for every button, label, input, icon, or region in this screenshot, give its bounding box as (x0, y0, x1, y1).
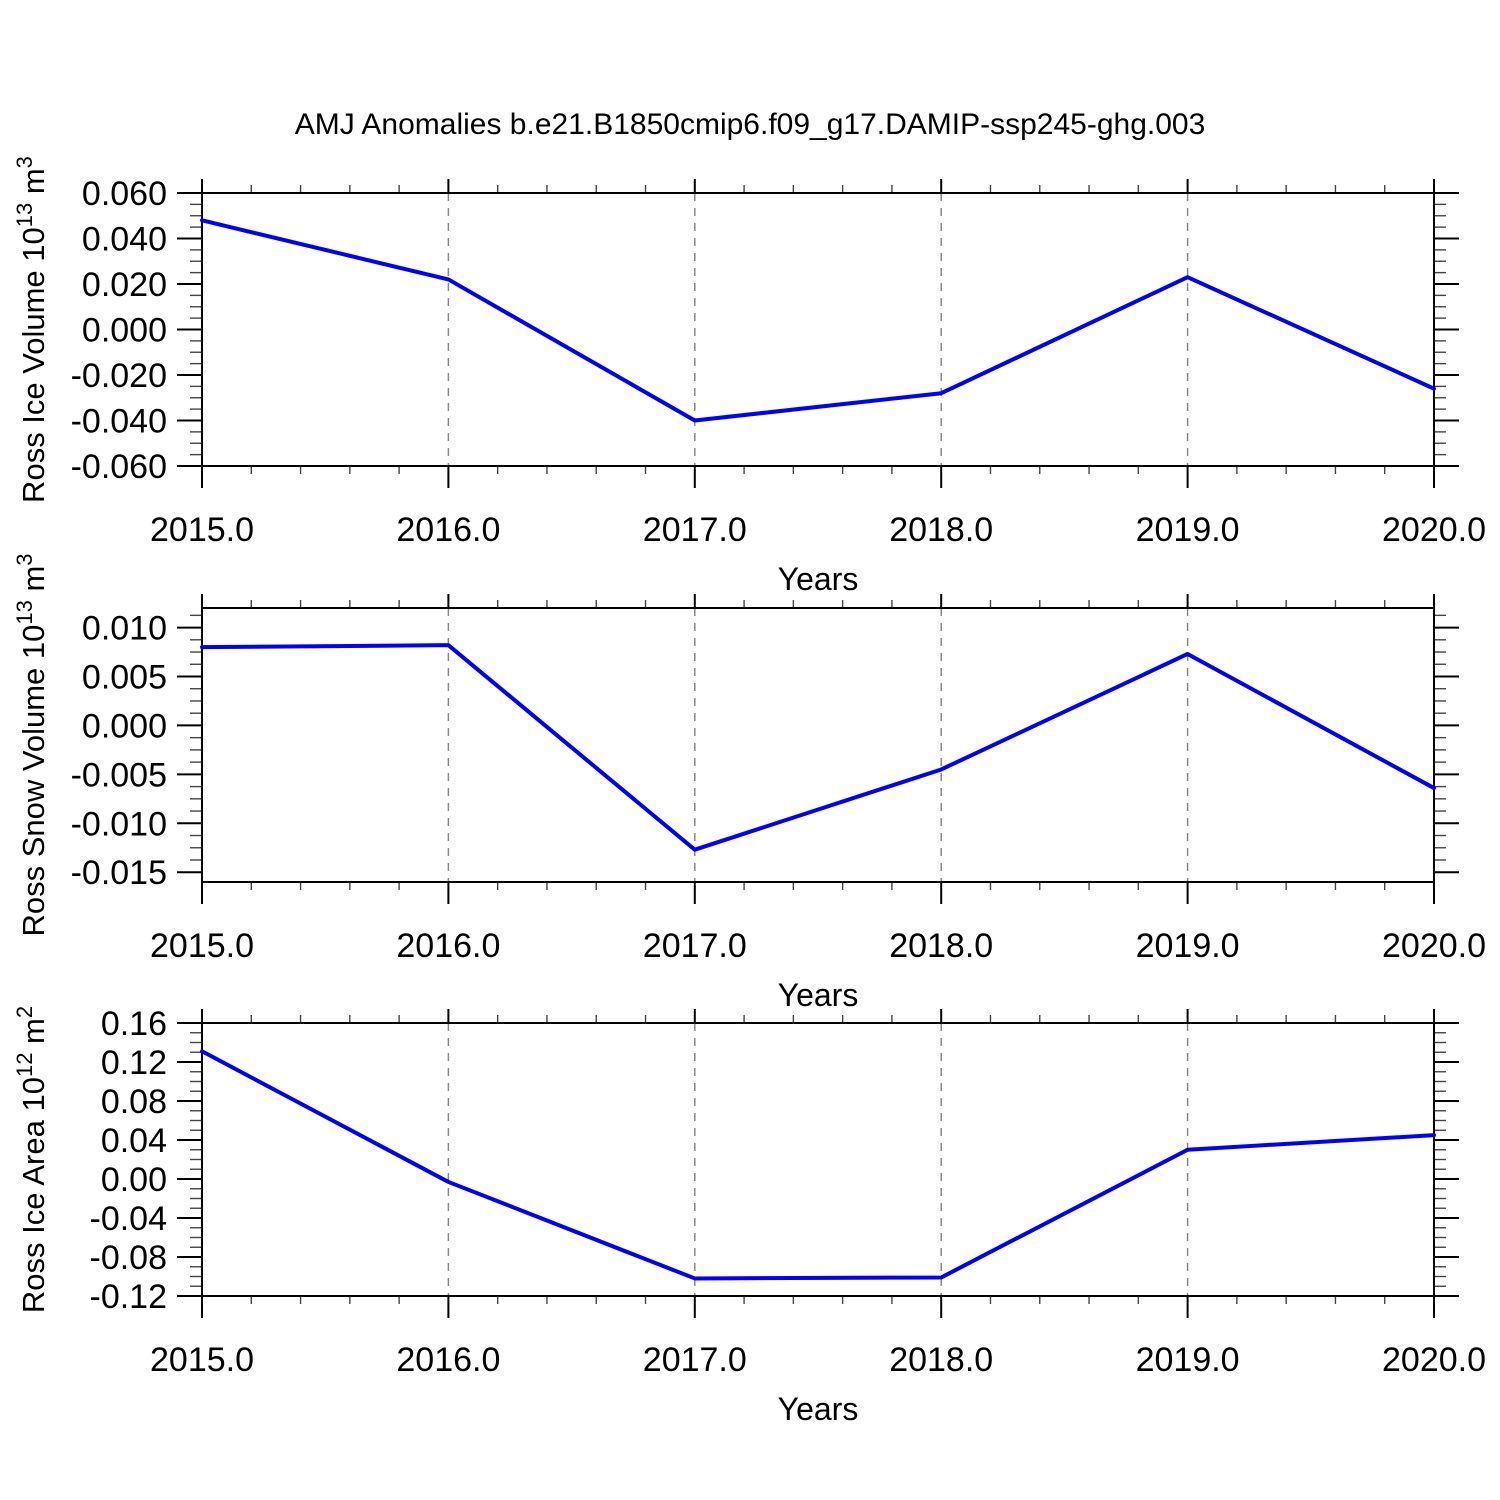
y-tick-label: 0.08 (101, 1083, 167, 1121)
plot-frame (201, 192, 1435, 467)
x-tick-label: 2018.0 (889, 511, 993, 549)
y-tick-label: 0.000 (82, 707, 167, 745)
x-tick-label: 2019.0 (1136, 1341, 1240, 1379)
x-tick-label: 2015.0 (150, 1341, 254, 1379)
y-tick-label: 0.000 (82, 312, 167, 350)
chart-title: AMJ Anomalies b.e21.B1850cmip6.f09_g17.D… (294, 108, 1206, 141)
series-line (200, 1049, 1436, 1281)
x-tick-label: 2018.0 (889, 1341, 993, 1379)
x-axis-label: Years (778, 977, 859, 1013)
panel-1: 2015.0 2016.0 2017.0 2018.0 2019.0 2020.0 0.06… (12, 156, 1486, 597)
y-tick-label: -0.015 (71, 854, 167, 892)
x-tick-label: 2017.0 (643, 1341, 747, 1379)
minor-ticks (190, 600, 1446, 890)
series-line (200, 643, 1436, 852)
x-tick-label: 2020.0 (1382, 1341, 1486, 1379)
y-tick-label: 0.04 (101, 1122, 167, 1160)
x-tick-label: 2019.0 (1136, 511, 1240, 549)
x-tick-label: 2015.0 (150, 511, 254, 549)
minor-ticks (190, 1015, 1446, 1304)
y-tick-label: -0.020 (71, 357, 167, 395)
x-tick-label: 2016.0 (396, 927, 500, 965)
plot-frame (201, 607, 1435, 883)
y-tick-label: -0.04 (90, 1200, 168, 1238)
plot-frame (201, 1022, 1435, 1297)
x-tick-label: 2016.0 (396, 1341, 500, 1379)
y-tick-label: -0.12 (90, 1278, 168, 1316)
y-tick-label: 0.005 (82, 659, 167, 697)
y-axis-label: Ross Ice Area 1012 m2 (12, 1006, 51, 1313)
major-ticks (177, 179, 1459, 488)
x-tick-label: 2016.0 (396, 511, 500, 549)
x-tick-label: 2018.0 (889, 927, 993, 965)
y-tick-label: 0.060 (82, 175, 167, 213)
major-ticks (177, 1009, 1459, 1318)
series-line (200, 218, 1436, 423)
x-tick-label: 2019.0 (1136, 927, 1240, 965)
y-tick-label: 0.020 (82, 266, 167, 304)
x-tick-label: 2020.0 (1382, 511, 1486, 549)
x-tick-label: 2017.0 (643, 511, 747, 549)
y-tick-label: 0.12 (101, 1044, 167, 1082)
x-axis-label: Years (778, 561, 859, 597)
y-axis-label: Ross Snow Volume 1013 m3 (12, 553, 51, 936)
y-tick-label: -0.040 (71, 403, 167, 441)
minor-ticks (190, 185, 1446, 474)
x-axis-label: Years (778, 1391, 859, 1427)
y-tick-label: 0.040 (82, 221, 167, 259)
y-tick-label: 0.010 (82, 610, 167, 648)
y-tick-label: -0.060 (71, 448, 167, 486)
x-tick-label: 2015.0 (150, 927, 254, 965)
y-tick-label: -0.005 (71, 756, 167, 794)
y-tick-label: -0.010 (71, 805, 167, 843)
x-tick-label: 2017.0 (643, 927, 747, 965)
major-ticks (177, 594, 1459, 904)
panel-3: 2015.0 2016.0 2017.0 2018.0 2019.0 2020.0 0.16… (12, 1005, 1486, 1427)
panel-2: 2015.0 2016.0 2017.0 2018.0 2019.0 2020.0 0.01… (12, 553, 1486, 1013)
y-tick-label: 0.00 (101, 1161, 167, 1199)
y-tick-label: 0.16 (101, 1005, 167, 1043)
y-axis-label: Ross Ice Volume 1013 m3 (12, 156, 51, 503)
x-tick-label: 2020.0 (1382, 927, 1486, 965)
y-tick-label: -0.08 (90, 1239, 168, 1277)
